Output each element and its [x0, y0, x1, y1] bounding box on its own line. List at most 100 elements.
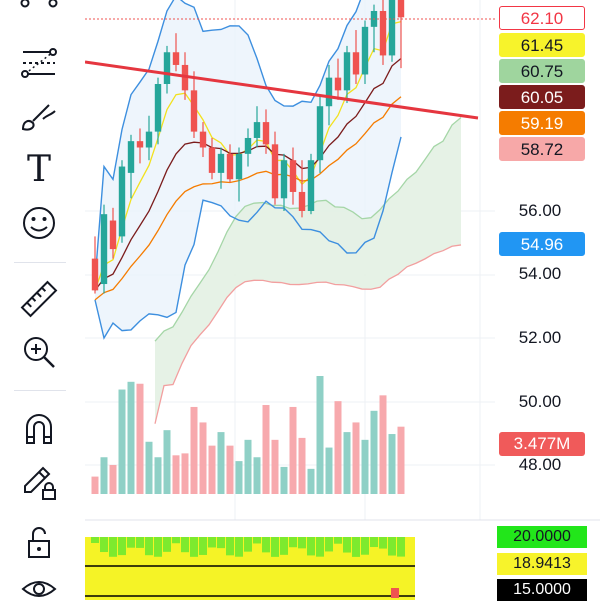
indicator-bar: [298, 537, 306, 549]
indicator-bar: [163, 537, 171, 552]
indicator-bar: [379, 537, 387, 549]
price-axis-tick: 50.00: [518, 392, 562, 411]
candle-body: [235, 153, 243, 180]
price-axis-tick: 48.00: [518, 455, 562, 474]
crosshair-tool[interactable]: [16, 0, 62, 30]
candle-body: [307, 160, 315, 211]
lock-drawing-tool[interactable]: [16, 461, 62, 503]
indicator-pane: [85, 537, 415, 600]
indicator-bar: [289, 537, 297, 548]
candle-body: [109, 220, 117, 250]
volume-bar: [118, 389, 126, 494]
span-b-price-label: 58.72: [499, 137, 585, 161]
magnet-icon: [26, 414, 52, 444]
volume-bar: [298, 437, 306, 494]
brush-tool[interactable]: [16, 96, 62, 138]
candle-body: [253, 122, 261, 138]
candle-body: [163, 52, 171, 84]
text-icon: T: [26, 149, 51, 190]
indicator-bar: [325, 537, 333, 552]
price-chart[interactable]: [85, 0, 600, 600]
bollinger-lower-price-label: 54.96: [499, 232, 585, 256]
candle-body: [343, 52, 351, 91]
candle-body: [100, 214, 108, 285]
volume-bar: [226, 445, 234, 494]
indicator-bar: [280, 537, 288, 555]
price-axis-tick: 52.00: [518, 328, 562, 347]
volume-label: 3.477M: [499, 432, 585, 456]
bollinger-lower: [94, 136, 402, 340]
candle-body: [172, 52, 180, 65]
indicator-bar: [208, 537, 216, 548]
indicator-bar: [352, 537, 360, 557]
candle-body: [262, 122, 270, 145]
volume-bar: [163, 430, 171, 494]
ruler-tool[interactable]: [16, 278, 62, 320]
smiley-icon: [23, 207, 55, 239]
candle-body: [388, 0, 396, 56]
indicator-bar: [316, 537, 324, 557]
indicator-bar: [235, 537, 243, 557]
volume-bar: [370, 410, 378, 494]
indicator-bar: [154, 537, 162, 557]
indicator-lower-label: 15.0000: [497, 579, 587, 601]
volume-bar: [208, 445, 216, 494]
ema-slow-price-label: 59.19: [499, 111, 585, 135]
candle-body: [136, 141, 144, 148]
indicator-bar: [145, 537, 153, 556]
chart-pane[interactable]: 56.00 54.00 52.00 50.00 48.00 62.10 61.4…: [85, 0, 600, 601]
bollinger-upper: [94, 0, 362, 281]
candle-body: [271, 144, 279, 199]
candle-body: [244, 137, 252, 154]
ruler-icon: [20, 280, 58, 318]
volume-bar: [334, 401, 342, 494]
brush-icon: [21, 104, 56, 131]
candle-body: [208, 147, 216, 173]
ema-dark-price-label: 60.05: [499, 85, 585, 109]
volume-bar: [388, 434, 396, 494]
candle-body: [397, 0, 405, 18]
candle-body: [226, 153, 234, 180]
volume-bar: [397, 426, 405, 494]
volume-bar: [325, 447, 333, 494]
candle-body: [127, 141, 135, 173]
emoji-tool[interactable]: [16, 202, 62, 244]
volume-bar: [361, 439, 369, 494]
indicator-bar: [91, 537, 99, 543]
indicator-bar: [136, 537, 144, 548]
text-tool[interactable]: T: [16, 149, 62, 191]
volume-bar: [316, 376, 324, 494]
volume-bar: [91, 476, 99, 494]
candle-body: [145, 131, 153, 148]
candle-body: [352, 52, 360, 75]
candle-body: [298, 191, 306, 211]
ichimoku-cloud: [155, 117, 461, 424]
volume-bar: [190, 406, 198, 494]
lock-all-tool[interactable]: [16, 522, 62, 564]
trend-line-tool[interactable]: [16, 42, 62, 84]
price-axis-tick: 54.00: [518, 264, 562, 283]
indicator-bar: [226, 537, 234, 556]
candle-body: [280, 160, 288, 199]
candle-body: [325, 77, 333, 107]
candle-body: [118, 166, 126, 237]
zoom-in-tool[interactable]: [16, 331, 62, 373]
volume-bar: [244, 439, 252, 494]
visibility-tool[interactable]: [16, 568, 62, 610]
candle-body: [334, 77, 342, 91]
volume-bar: [136, 383, 144, 494]
volume-bar: [217, 432, 225, 494]
indicator-bar: [217, 537, 225, 549]
trend-line: [85, 60, 479, 120]
trend-line-icon: [21, 48, 57, 78]
magnet-tool[interactable]: [16, 408, 62, 450]
indicator-bar: [343, 537, 351, 553]
volume-bar: [154, 457, 162, 494]
volume-bar: [352, 422, 360, 494]
indicator-bar: [397, 537, 405, 557]
candle-body: [91, 258, 99, 291]
volume-bar: [100, 457, 108, 494]
last-price-label: 62.10: [499, 6, 585, 30]
price-axis-tick: 56.00: [518, 201, 562, 220]
indicator-bar: [253, 537, 261, 544]
